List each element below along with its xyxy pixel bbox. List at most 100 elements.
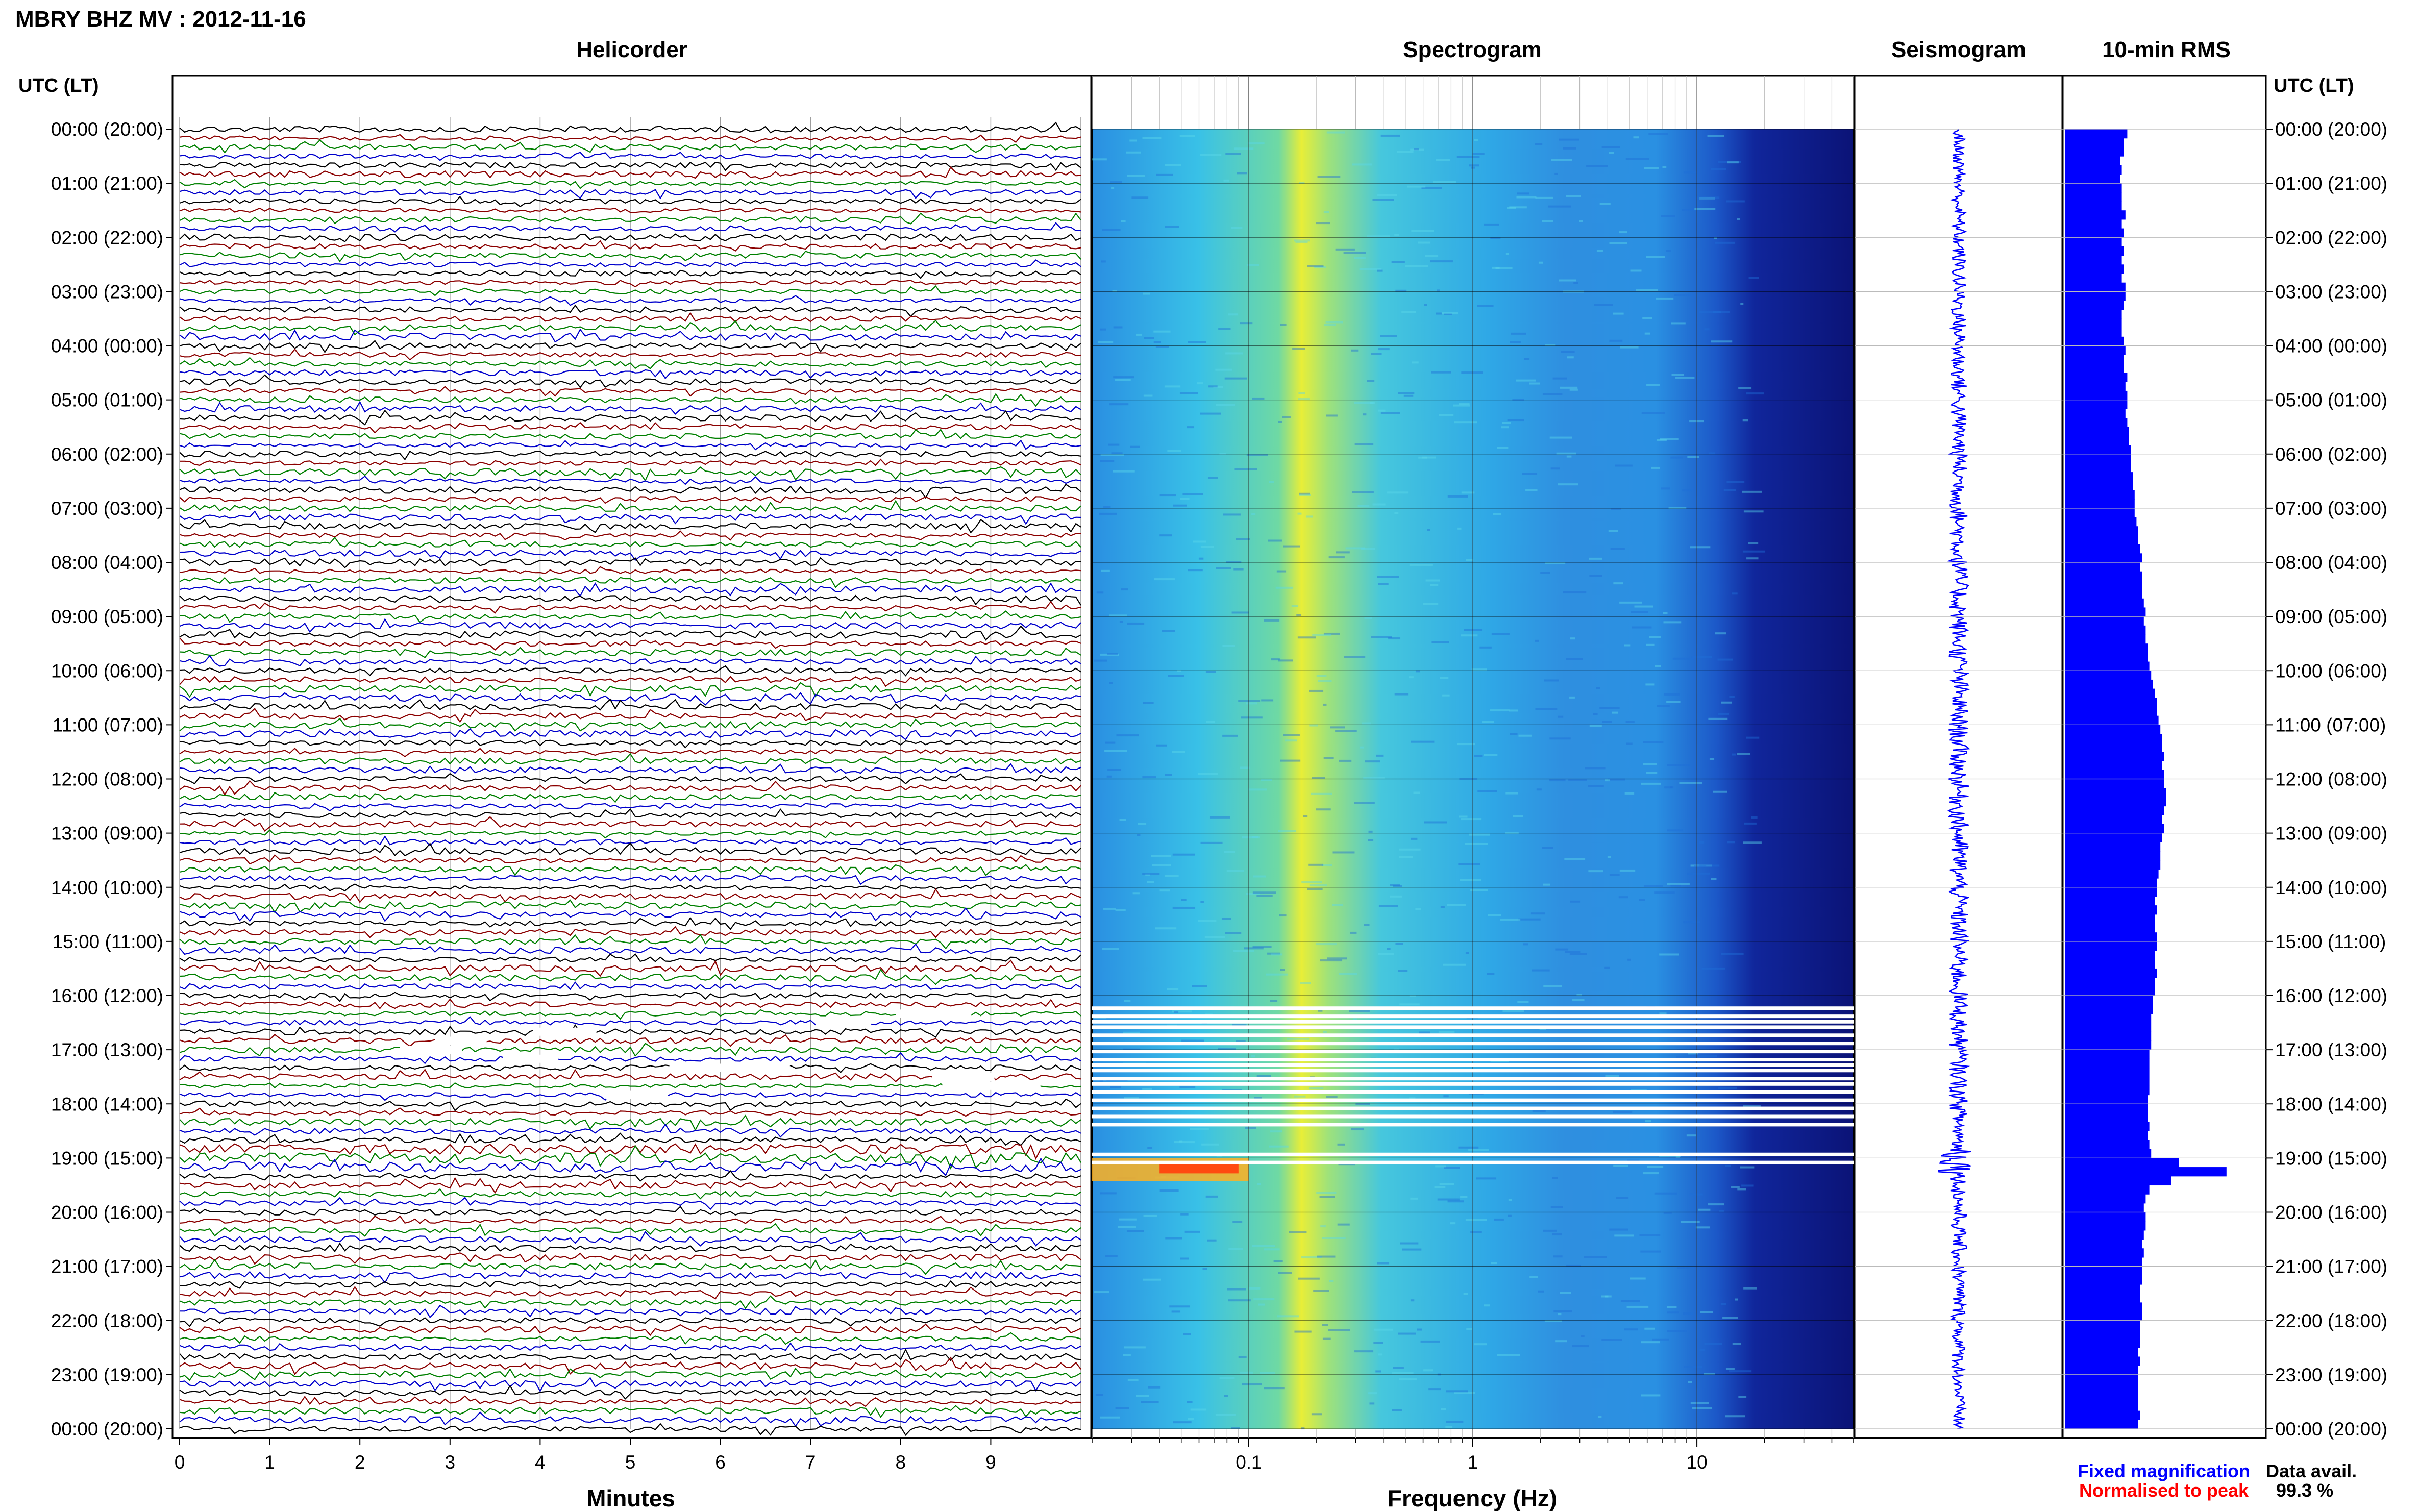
rms-bar [2065,761,2162,771]
spectrogram-speckle [1723,489,1736,491]
spectrogram-speckle [1538,1290,1544,1293]
spectrogram-speckle [1113,470,1135,473]
spectrogram-speckle [1729,696,1735,698]
spectrogram-speckle [1320,959,1343,962]
spectrogram-event-core [1159,1162,1239,1174]
page-title: MBRY BHZ MV : 2012-11-16 [15,7,306,32]
rms-bar [2065,562,2140,572]
spectrogram-speckle [1605,1075,1619,1077]
spectrogram-speckle [1353,1018,1357,1021]
spectrogram-speckle [1645,1120,1651,1123]
spectrogram-speckle [1437,1198,1460,1201]
spectrogram-speckle [1121,588,1128,591]
rms-bar [2065,309,2122,319]
rms-bar [2065,1203,2144,1213]
helicorder-trace [179,304,1081,317]
spectrogram-speckle [1231,611,1249,614]
spectrogram-speckle [1420,1340,1440,1343]
spectrogram-speckle [1445,1426,1453,1428]
spectrogram-speckle [1240,766,1250,769]
rms-bar [2065,589,2142,599]
spectrogram-speckle [1236,1040,1246,1043]
rms-bar [2065,679,2153,689]
spectrogram-speckle [1298,392,1305,394]
spectrogram-speckle [1742,419,1748,422]
rms-bar [2065,968,2157,978]
spectrogram-speckle [1172,853,1195,856]
spectrogram-speckle [1393,1367,1404,1369]
spectrogram-speckle [1482,721,1494,724]
spectrogram-speckle [1566,455,1572,458]
spectrogram-speckle [1613,312,1624,315]
spectrogram-speckle [1323,211,1329,213]
spectrogram-speckle [1442,694,1450,697]
spectrogram-speckle [1490,237,1501,239]
spectrogram-speckle [1646,643,1655,646]
spectrogram-speckle [1492,266,1500,269]
spectrogram-speckle [1200,412,1221,415]
spectrogram-speckle [1518,734,1532,737]
rms-bar [2065,1347,2138,1357]
spectrogram-speckle [1387,948,1391,950]
spectrogram-speckle [1169,1305,1190,1308]
rms-bar [2065,219,2122,229]
helicorder-trace [179,1052,1081,1064]
helicorder-trace [179,1223,1081,1237]
spectrogram-speckle [1542,393,1563,395]
spectrogram-speckle [1424,304,1427,306]
helicorder-trace [179,655,1081,667]
spectrogram-speckle [1459,403,1470,405]
spectrogram-speckle [1223,179,1229,182]
spectrogram-speckle [1568,779,1587,781]
spectrogram-speckle [1626,742,1633,745]
spectrogram-speckle [1549,779,1566,782]
rms-bar [2065,1167,2227,1177]
spectrogram-speckle [1631,611,1648,613]
rms-bar [2065,1004,2153,1014]
spectrogram-speckle [1727,841,1735,844]
spectrogram-speckle [1411,230,1434,232]
spectrogram-speckle [1283,545,1300,548]
spectrogram-speckle [1729,1370,1752,1373]
time-label-left: 01:00 (21:00) [51,173,163,194]
rms-bar [2065,598,2144,608]
spectrogram-speckle [1395,943,1403,945]
spectrogram-speckle [1569,696,1575,699]
spectrogram-speckle [1378,953,1394,955]
spectrogram-speckle [1671,322,1686,325]
spectrogram-speckle [1731,1186,1740,1188]
spectrogram-speckle [1301,1256,1322,1259]
spectrogram-speckle [1691,1038,1697,1040]
spectrogram-speckle [1465,1219,1487,1221]
spectrogram-speckle [1511,332,1526,335]
time-label-left: 03:00 (23:00) [51,281,163,302]
spectrogram-speckle [1309,689,1324,692]
spectrogram-speckle [1743,1105,1761,1108]
spectrogram-speckle [1197,382,1203,385]
rms-bar [2065,336,2124,346]
rms-bar [2065,869,2159,879]
rms-bar [2065,237,2122,247]
rms-bar [2065,923,2155,933]
rms-bar [2065,1293,2140,1303]
rms-bar [2065,1320,2140,1330]
rms-bar [2065,625,2146,635]
spectrogram-speckle [1164,875,1179,877]
time-label-left: 15:00 (11:00) [53,931,163,952]
spectrogram-speckle [1456,743,1475,746]
spectrogram-speckle [1675,1156,1680,1158]
spectrogram-speckle [1558,715,1564,718]
spectrogram-speckle [1127,622,1145,625]
spectrogram-speckle [1609,152,1614,154]
helicorder-trace [179,1332,1081,1345]
spectrogram-speckle [1491,633,1510,635]
helicorder-trace [179,934,1081,950]
spectrogram-speckle [1144,337,1154,339]
spectrogram-speckle [1468,1149,1489,1151]
spectrogram-speckle [1477,305,1494,307]
spectrogram-speckle [1718,712,1729,715]
rms-bar [2065,138,2124,147]
helicorder-trace [179,1177,1081,1194]
helicorder-trace [179,439,1081,451]
hour-gridlines [166,129,2273,1429]
